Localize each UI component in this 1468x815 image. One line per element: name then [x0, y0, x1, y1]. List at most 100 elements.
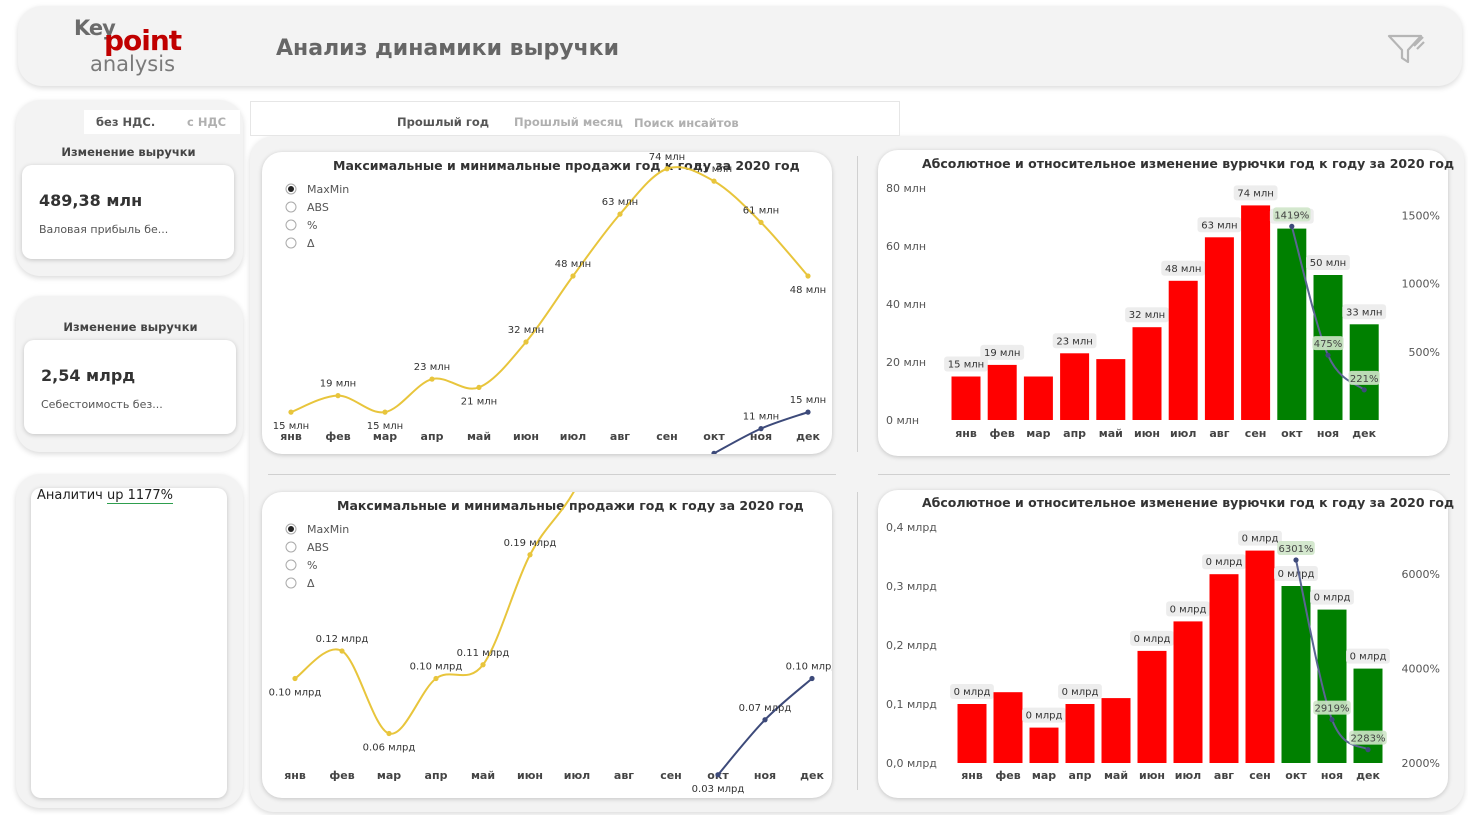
y-tick-label: 0,2 млрд — [886, 639, 937, 652]
x-tick-label: июл — [1170, 427, 1196, 440]
y-tick-label: 20 млн — [886, 356, 926, 369]
bar-label: 50 млн — [1310, 258, 1346, 269]
data-point — [805, 409, 811, 415]
radio-label: ABS — [307, 541, 329, 554]
data-point — [433, 675, 439, 682]
percent-label-bg — [1349, 730, 1387, 745]
kpi-card-gross-profit[interactable]: 489,38 млн Валовая прибыль бе... — [22, 165, 234, 259]
percent-point — [1361, 387, 1367, 393]
bar-label: 63 млн — [1201, 220, 1237, 231]
y2-tick-label: 1500% — [1402, 209, 1440, 222]
y2-tick-label: 4000% — [1402, 663, 1440, 676]
bar-label: 32 млн — [1129, 310, 1165, 321]
radio-label: Δ — [307, 237, 315, 250]
kpi-card-cost[interactable]: 2,54 млрд Себестоимость без... — [24, 340, 236, 434]
data-label: 63 млн — [602, 197, 638, 208]
data-label: 0.12 млрд — [316, 634, 369, 645]
bar-label: 0 млрд — [1062, 687, 1099, 698]
bar-label: 0 млрд — [954, 687, 991, 698]
data-point — [523, 339, 529, 345]
radio-1 — [285, 541, 297, 553]
radio-label: MaxMin — [307, 183, 349, 196]
bar-label-bg — [1161, 260, 1206, 276]
x-tick-label: май — [1099, 427, 1123, 440]
kpi-title-2: Изменение выручки — [63, 320, 198, 334]
bar-label-bg — [1202, 554, 1246, 570]
radio-label: % — [307, 559, 317, 572]
bar-label-bg — [980, 344, 1025, 360]
data-point — [382, 409, 388, 415]
bar-label-bg — [1233, 185, 1278, 201]
x-tick-label: дек — [796, 430, 820, 443]
x-tick-label: мар — [1026, 427, 1050, 440]
bar-label: 0 млрд — [1026, 711, 1063, 722]
bar-label-bg — [1130, 630, 1174, 646]
x-tick-label: июл — [564, 769, 590, 782]
x-tick-label: авг — [610, 430, 630, 443]
bar-авг — [1204, 237, 1234, 420]
bar-июн — [1132, 327, 1162, 420]
x-tick-label: дек — [1356, 769, 1380, 782]
x-tick-label: мар — [1032, 769, 1056, 782]
radio-selected-dot — [288, 186, 294, 192]
kpi-label: Себестоимость без... — [41, 398, 163, 411]
filter-icon[interactable] — [1386, 32, 1426, 66]
bar-сен — [1245, 550, 1275, 763]
logo-analysis-text: analysis — [90, 52, 176, 76]
bar-мар — [1029, 727, 1059, 763]
radio-label: ABS — [307, 201, 329, 214]
x-tick-label: апр — [425, 769, 448, 782]
bar-май — [1096, 359, 1126, 420]
x-tick-label: июл — [560, 430, 586, 443]
bar-label-bg — [1238, 530, 1282, 546]
kpi-label: Валовая прибыль бе... — [39, 223, 169, 236]
chart-title: Абсолютное и относительное изменение вур… — [922, 156, 1455, 171]
x-tick-label: ноя — [1321, 769, 1343, 782]
without-vat-button[interactable]: без НДС. — [96, 115, 156, 129]
percent-label: 475% — [1314, 339, 1343, 350]
data-label: 74 млн — [649, 152, 685, 163]
x-tick-label: ноя — [1317, 427, 1339, 440]
tab-insights-search[interactable]: Поиск инсайтов — [634, 116, 739, 130]
x-tick-label: дек — [1352, 427, 1376, 440]
bar-фев — [993, 692, 1023, 763]
percent-point — [1293, 557, 1299, 563]
bar-сен — [1241, 205, 1271, 420]
x-tick-label: май — [471, 769, 495, 782]
y-tick-label: 60 млн — [886, 240, 926, 253]
bar-label: 0 млрд — [1278, 569, 1315, 580]
kpi-value: 489,38 млн — [39, 191, 143, 210]
divider-horizontal-right — [878, 474, 1450, 475]
x-tick-label: июн — [1134, 427, 1160, 440]
divider-vertical-bottom — [857, 492, 858, 790]
data-label: 0.06 млрд — [363, 743, 416, 754]
bar-label-bg — [1052, 333, 1097, 349]
bar-label-bg — [1166, 601, 1210, 617]
bar-апр — [1060, 353, 1090, 420]
data-point — [527, 552, 533, 558]
line-chart-billions: MaxMinABS%Δянвфевмарапрмайиюниюлавгсенок… — [269, 492, 832, 795]
percent-point — [1329, 717, 1335, 723]
with-vat-button[interactable]: с НДС — [187, 115, 227, 129]
divider-horizontal-left — [268, 474, 836, 475]
insight-text: Аналитич up 1177% — [37, 488, 174, 504]
header-bar: Key point analysis Анализ динамики выруч… — [18, 6, 1462, 86]
tab-last-year[interactable]: Прошлый год — [397, 115, 490, 129]
data-label: 0.07 млрд — [739, 703, 792, 714]
x-tick-label: окт — [1285, 769, 1307, 782]
radio-2 — [285, 559, 297, 571]
data-label: 61 млн — [743, 205, 779, 216]
y-tick-label: 0,3 млрд — [886, 580, 937, 593]
percent-point — [1325, 352, 1331, 358]
y-tick-label: 40 млн — [886, 298, 926, 311]
x-tick-label: фев — [325, 430, 350, 443]
bar-авг — [1209, 574, 1239, 763]
x-tick-label: апр — [1063, 427, 1086, 440]
bar-label: 0 млрд — [1350, 652, 1387, 663]
divider-vertical-top — [857, 156, 858, 452]
tab-last-month[interactable]: Прошлый месяц — [514, 115, 623, 129]
x-tick-label: фев — [990, 427, 1015, 440]
data-point — [809, 675, 815, 682]
chart-title: Абсолютное и относительное изменение вур… — [922, 495, 1455, 510]
